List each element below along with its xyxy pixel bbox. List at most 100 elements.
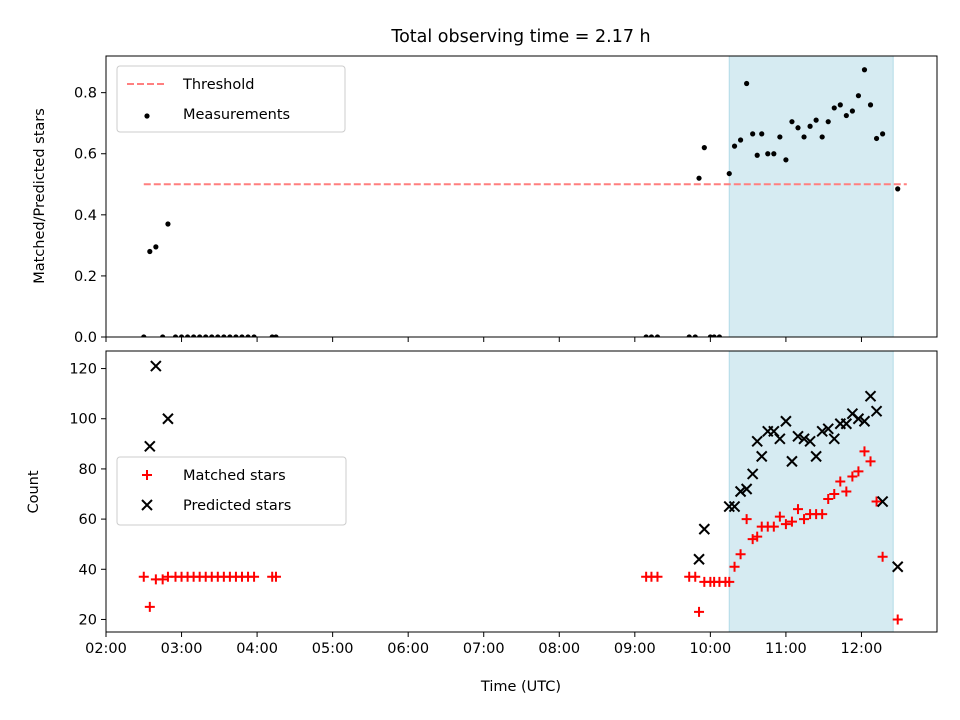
data-point <box>768 425 780 437</box>
legend-item: Measurements <box>144 107 290 123</box>
data-point <box>138 571 149 582</box>
data-point <box>804 435 816 448</box>
data-point <box>698 523 711 535</box>
data-point <box>701 145 707 151</box>
x-tick-label: 10:00 <box>689 641 731 657</box>
bottom-panel: 20 40 60 80 100 120 02:00 03:00 04:00 05:00 06:00 0… <box>69 350 938 657</box>
data-point <box>726 170 732 177</box>
data-point <box>249 571 260 582</box>
legend-label: Matched stars <box>183 468 286 484</box>
data-point <box>831 105 837 111</box>
data-point <box>858 415 871 427</box>
top-panel: 0.0 0.2 0.4 0.6 0.8 Threshold Measurements <box>74 55 938 346</box>
data-point <box>197 334 203 337</box>
data-point <box>819 134 825 140</box>
data-point <box>847 471 858 482</box>
y-tick-label: 0.2 <box>74 269 97 285</box>
data-point <box>870 405 883 417</box>
data-point <box>147 248 153 255</box>
data-point <box>765 151 771 157</box>
data-point <box>694 606 705 617</box>
data-point <box>789 119 795 125</box>
legend-swatch <box>142 470 152 480</box>
data-point <box>191 334 197 337</box>
data-point <box>178 334 185 337</box>
legend-swatch <box>141 499 153 511</box>
data-point <box>728 500 741 513</box>
y-tick-label: 0.6 <box>74 147 97 163</box>
data-point <box>162 413 174 425</box>
data-point <box>245 334 251 337</box>
data-point <box>786 455 798 468</box>
x-tick-label: 03:00 <box>161 641 203 657</box>
legend-box <box>116 456 347 526</box>
data-point <box>801 134 807 140</box>
data-point <box>746 468 759 480</box>
data-point <box>783 157 789 163</box>
data-point <box>172 334 179 337</box>
data-point <box>810 450 822 463</box>
data-point <box>754 152 760 158</box>
data-point <box>690 571 701 582</box>
data-point <box>835 476 846 487</box>
axes-frame <box>105 350 938 633</box>
data-point <box>807 123 813 129</box>
x-tick-label: 08:00 <box>538 641 580 657</box>
data-point <box>731 143 738 149</box>
data-point <box>654 334 661 337</box>
data-point <box>150 360 162 372</box>
data-point <box>880 131 886 137</box>
data-point <box>744 80 750 87</box>
y-tick-label: 120 <box>69 362 97 378</box>
data-point <box>859 446 870 457</box>
chart-title: Total observing time = 2.17 h <box>390 27 650 47</box>
data-point <box>861 67 868 73</box>
observing-window-span <box>728 351 894 632</box>
y-tick-label: 80 <box>79 462 97 478</box>
data-point <box>823 494 834 505</box>
data-point <box>141 334 147 337</box>
data-point <box>774 511 785 522</box>
data-point <box>865 456 876 467</box>
data-point <box>756 450 768 463</box>
x-tick-label: 05:00 <box>312 641 354 657</box>
legend-item: Threshold <box>127 77 254 93</box>
data-point <box>652 571 663 582</box>
data-point <box>871 496 882 507</box>
legend-label: Predicted stars <box>183 498 291 514</box>
data-point <box>771 151 777 157</box>
y-tick-label: 0.4 <box>74 208 97 224</box>
data-point <box>724 576 735 587</box>
data-point <box>144 440 156 453</box>
x-tick-label: 09:00 <box>614 641 656 657</box>
data-point <box>711 334 717 337</box>
data-point <box>774 433 786 445</box>
y-tick-label: 0.0 <box>74 330 97 346</box>
data-point <box>233 334 239 337</box>
data-point <box>829 489 840 500</box>
data-point <box>777 134 783 140</box>
data-point <box>816 425 828 437</box>
data-point <box>799 514 810 525</box>
data-point <box>849 108 855 114</box>
x-tick-label: 11:00 <box>765 641 807 657</box>
data-point <box>157 574 168 585</box>
data-point <box>693 553 705 565</box>
data-point <box>852 413 865 425</box>
data-point <box>752 531 763 542</box>
data-point <box>759 131 765 137</box>
data-point <box>768 521 779 532</box>
data-point <box>227 334 233 337</box>
data-point <box>643 334 649 337</box>
legend-label: Measurements <box>183 107 290 123</box>
data-point <box>877 551 888 562</box>
data-point <box>855 93 862 99</box>
data-point <box>735 549 746 560</box>
data-point <box>792 504 803 515</box>
data-point <box>160 334 166 337</box>
data-point <box>822 423 834 435</box>
data-point <box>892 614 903 625</box>
series-predicted-stars <box>144 360 904 573</box>
data-point <box>786 516 797 527</box>
data-point <box>648 334 655 337</box>
